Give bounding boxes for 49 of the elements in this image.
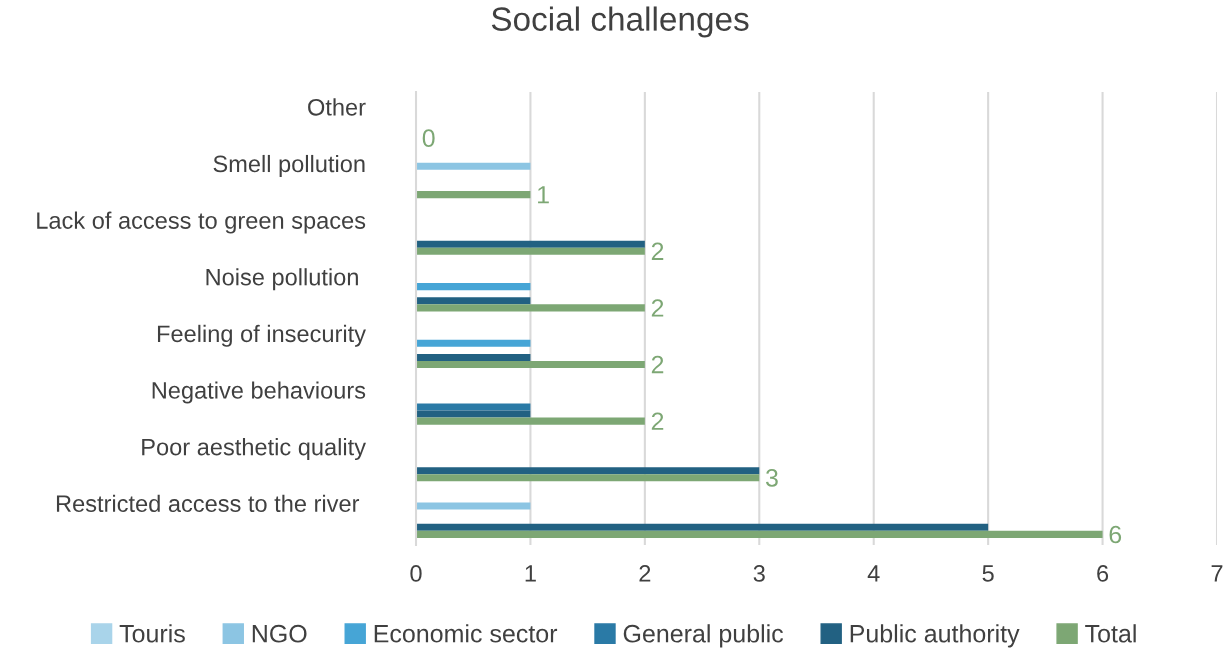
x-tick-label: 4 bbox=[867, 565, 880, 582]
x-tick-label: 1 bbox=[525, 565, 536, 582]
bar bbox=[416, 339, 531, 347]
bar bbox=[416, 417, 645, 425]
y-tick-label: Lack of access to green spaces bbox=[37, 211, 366, 234]
chart-title: Social challenges bbox=[491, 6, 749, 38]
data-label: 6 bbox=[1109, 525, 1122, 544]
x-tick-label: 3 bbox=[753, 565, 765, 582]
bar bbox=[416, 162, 531, 170]
bar bbox=[416, 304, 645, 312]
data-label: 0 bbox=[422, 129, 435, 147]
bar bbox=[416, 502, 531, 510]
data-label: 1 bbox=[538, 186, 549, 204]
x-tick-label: 6 bbox=[1097, 565, 1109, 582]
y-tick-label: Negative behaviours bbox=[152, 381, 366, 404]
bar bbox=[416, 297, 531, 305]
legend-label: NGO bbox=[252, 624, 307, 643]
legend-label: Economic sector bbox=[374, 624, 558, 643]
bar bbox=[416, 191, 531, 199]
y-tick-label: Noise pollution bbox=[206, 268, 358, 291]
y-tick-label: Other bbox=[308, 98, 366, 116]
bar bbox=[416, 403, 531, 411]
data-label: 2 bbox=[651, 299, 664, 317]
legend-label: General public bbox=[623, 624, 784, 648]
bar bbox=[416, 410, 531, 418]
y-tick-label: Feeling of insecurity bbox=[157, 324, 366, 347]
y-tick-label: Restricted access to the river bbox=[56, 494, 360, 513]
bar bbox=[416, 523, 989, 531]
y-tick-label: Poor aesthetic quality bbox=[142, 438, 366, 461]
data-label: 2 bbox=[651, 242, 664, 260]
bar bbox=[416, 283, 531, 291]
legend-label: Touris bbox=[119, 624, 185, 643]
bar bbox=[416, 353, 531, 361]
data-label: 2 bbox=[651, 412, 664, 430]
y-tick-label: Smell pollution bbox=[213, 154, 365, 177]
bar bbox=[416, 530, 1103, 538]
bar bbox=[416, 247, 645, 255]
legend-label: Public authority bbox=[850, 624, 1020, 648]
bar bbox=[416, 360, 645, 369]
x-tick-label: 7 bbox=[1211, 565, 1223, 582]
legend-label: Total bbox=[1085, 624, 1136, 643]
x-tick-label: 5 bbox=[982, 565, 994, 582]
bar bbox=[416, 240, 645, 248]
x-tick-label: 2 bbox=[639, 565, 651, 582]
x-tick-label: 0 bbox=[410, 565, 422, 582]
data-label: 3 bbox=[765, 469, 778, 487]
bar bbox=[416, 474, 760, 482]
data-label: 2 bbox=[651, 355, 664, 374]
bar bbox=[416, 467, 760, 475]
